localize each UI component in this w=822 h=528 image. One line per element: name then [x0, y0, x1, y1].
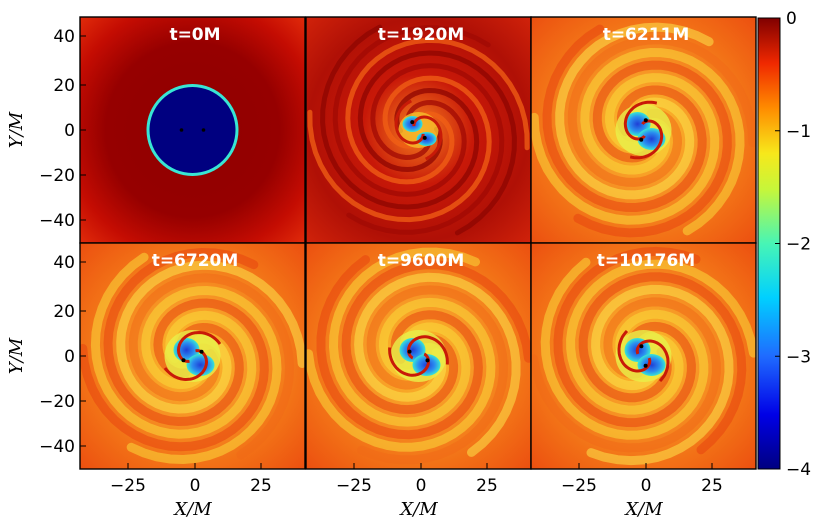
axes: −25 0 25 X/M −25 0 25 X/M −25 0 25 X/M 40 20 0 −20 −40 Y/… [6, 27, 723, 520]
x-axis-label: X/M [172, 499, 212, 520]
panel-0 [80, 17, 305, 243]
spiral-arm [542, 24, 707, 213]
panel-5 [531, 243, 756, 469]
spiral-arm [90, 252, 257, 439]
spiral-arm [332, 25, 491, 197]
panel-3 [80, 243, 305, 469]
spiral-arm [128, 273, 295, 460]
x-axis-label: X/M [623, 499, 663, 520]
x-tick-label: 25 [250, 476, 272, 496]
spiral-arm [578, 272, 747, 455]
colorbar-tick-label: −3 [786, 347, 811, 367]
x-axis-label: X/M [398, 499, 438, 520]
panel-title: t=9600M [378, 251, 465, 271]
low-density-stream [637, 354, 666, 376]
spiral-arm [357, 285, 509, 465]
black-hole-marker [639, 137, 644, 142]
black-hole-marker [410, 120, 415, 125]
y-tick-label: 20 [53, 76, 75, 96]
panel-1 [306, 17, 531, 243]
spiral-arm [566, 259, 756, 415]
spiral-arm [116, 260, 305, 414]
x-tick-label: 25 [476, 476, 498, 496]
spiral-arm [346, 63, 505, 235]
spiral-arm [567, 35, 756, 187]
panel-title: t=1920M [378, 25, 465, 45]
black-hole-marker [181, 358, 186, 363]
panel-title: t=6720M [152, 251, 239, 271]
x-tick-label: −25 [336, 476, 372, 496]
spiral-arm [306, 297, 496, 452]
accretion-stream [617, 329, 652, 373]
spiral-arm [126, 285, 282, 465]
spiral-arm [540, 257, 709, 440]
spiral-arm [341, 260, 531, 415]
y-tick-label: −20 [39, 392, 75, 412]
y-tick-label: −40 [39, 437, 75, 457]
x-tick-label: 0 [190, 476, 201, 496]
panels-grid: t=0M t=1920M t=6211M t=6720M t=9600M t=10176M [79, 16, 757, 470]
cavity-disk [149, 87, 236, 173]
spiral-arm [357, 50, 517, 236]
spiral-arm [531, 73, 720, 225]
y-axis-label: Y/M [6, 111, 27, 148]
spiral-arm [580, 47, 745, 236]
y-tick-label: 20 [53, 302, 75, 322]
y-tick-label: 0 [64, 121, 75, 141]
black-hole-marker [643, 363, 648, 368]
x-tick-label: 0 [416, 476, 427, 496]
black-hole-marker [425, 358, 430, 363]
panel-4 [306, 243, 531, 469]
spiral-arm [555, 22, 714, 200]
black-hole-marker [422, 135, 427, 140]
colorbar-tick-label: −4 [786, 460, 811, 480]
spiral-arm [103, 247, 259, 427]
accretion-stream [635, 339, 670, 383]
spiral-arm [586, 284, 734, 466]
accretion-stream [629, 119, 664, 160]
black-hole-marker [179, 128, 184, 132]
accretion-stream [623, 100, 658, 141]
panel-frame [530, 242, 757, 470]
panel-title: t=10176M [597, 251, 695, 271]
colorbar-tick-label: −2 [786, 235, 811, 255]
black-hole-marker [407, 349, 412, 354]
y-tick-label: −40 [39, 211, 75, 231]
spiral-arm [80, 298, 269, 452]
spiral-arm [354, 272, 521, 457]
y-tick-label: 40 [53, 27, 75, 47]
spiral-arm [316, 255, 483, 440]
x-tick-label: −25 [110, 476, 146, 496]
black-hole-marker [643, 118, 648, 123]
y-axis-label: Y/M [6, 337, 27, 374]
spiral-arm [573, 60, 732, 238]
spiral-arm [320, 24, 480, 210]
colorbar-tick-label: 0 [786, 9, 797, 29]
y-tick-label: −20 [39, 166, 75, 186]
black-hole-marker [199, 349, 204, 354]
panel-2 [531, 17, 756, 243]
colorbar-tick-label: −1 [786, 122, 811, 142]
spiral-arm [307, 75, 492, 223]
accretion-stream [412, 115, 443, 161]
accretion-stream [394, 99, 425, 145]
panel-title: t=6211M [603, 25, 690, 45]
black-hole-marker [639, 344, 644, 349]
colorbar: 0 −1 −2 −3 −4 [757, 9, 811, 480]
spiral-arm [553, 246, 701, 428]
spiral-arm [328, 247, 480, 427]
x-tick-label: 0 [641, 476, 652, 496]
panel-title: t=0M [169, 25, 220, 45]
black-hole-marker [201, 128, 206, 132]
y-tick-label: 40 [53, 253, 75, 273]
x-tick-label: 25 [701, 476, 723, 496]
y-tick-label: 0 [64, 347, 75, 367]
spiral-arm [531, 297, 721, 453]
spiral-arm [345, 37, 530, 185]
x-tick-label: −25 [561, 476, 597, 496]
